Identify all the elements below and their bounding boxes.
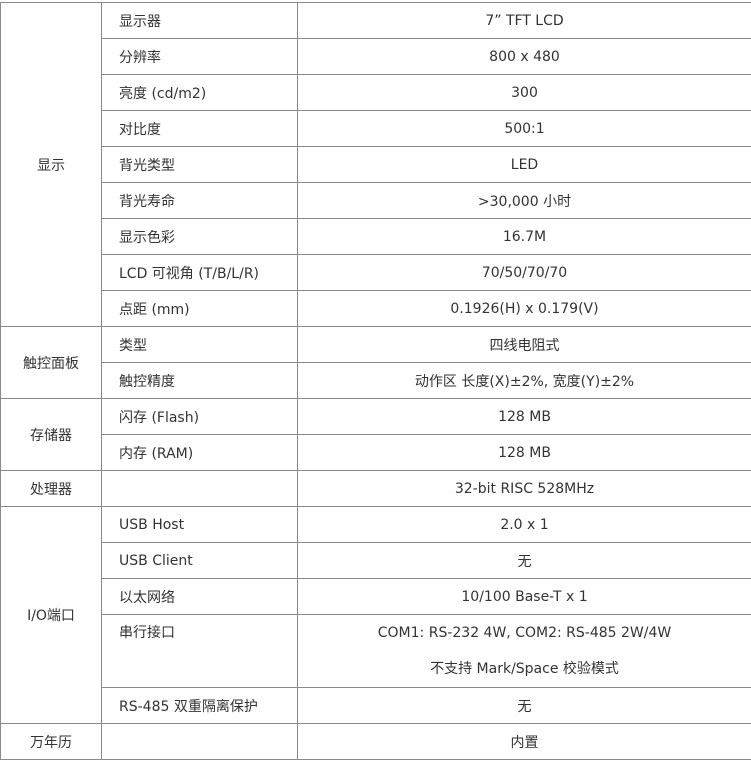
spec-name-cell: RS-485 双重隔离保护	[102, 688, 298, 724]
spec-value-cell: 10/100 Base-T x 1	[298, 579, 751, 615]
spec-name-cell: 亮度 (cd/m2)	[102, 75, 298, 111]
table-row: 万年历 内置	[1, 724, 751, 760]
spec-value-cell: 7” TFT LCD	[298, 3, 751, 39]
spec-name-cell	[102, 471, 298, 507]
table-row: RS-485 双重隔离保护无	[1, 688, 751, 724]
category-cell: 存储器	[1, 399, 102, 471]
spec-name-cell: 对比度	[102, 111, 298, 147]
table-row: 点距 (mm)0.1926(H) x 0.179(V)	[1, 291, 751, 327]
spec-value-cell: >30,000 小时	[298, 183, 751, 219]
spec-name-cell: 串行接口	[102, 615, 298, 688]
category-cell: 显示	[1, 3, 102, 327]
spec-name-cell: USB Host	[102, 507, 298, 543]
table-row: 亮度 (cd/m2)300	[1, 75, 751, 111]
spec-name-cell: 类型	[102, 327, 298, 363]
table-row: 存储器闪存 (Flash)128 MB	[1, 399, 751, 435]
spec-value-cell: 2.0 x 1	[298, 507, 751, 543]
spec-value-cell: 0.1926(H) x 0.179(V)	[298, 291, 751, 327]
spec-name: 串行接口	[119, 615, 297, 651]
spec-value-cell: 四线电阻式	[298, 327, 751, 363]
spec-value-cell: 800 x 480	[298, 39, 751, 75]
spec-name-cell	[102, 724, 298, 760]
spec-name-cell: 背光寿命	[102, 183, 298, 219]
category-cell: 触控面板	[1, 327, 102, 399]
spec-value-cell: 动作区 长度(X)±2%, 宽度(Y)±2%	[298, 363, 751, 399]
spec-name-cell: 触控精度	[102, 363, 298, 399]
spec-value-cell: 128 MB	[298, 435, 751, 471]
spec-name-cell: 以太网络	[102, 579, 298, 615]
table-row: 触控精度动作区 长度(X)±2%, 宽度(Y)±2%	[1, 363, 751, 399]
table-row: 触控面板类型四线电阻式	[1, 327, 751, 363]
spec-value-cell: 500:1	[298, 111, 751, 147]
spec-value-cell: 无	[298, 543, 751, 579]
spec-name-cell: 分辨率	[102, 39, 298, 75]
spec-value-cell: LED	[298, 147, 751, 183]
category-cell: 处理器	[1, 471, 102, 507]
spec-name-cell: 内存 (RAM)	[102, 435, 298, 471]
spec-name-cell: 闪存 (Flash)	[102, 399, 298, 435]
spec-value-line: COM1: RS-232 4W, COM2: RS-485 2W/4W	[298, 615, 751, 651]
spec-name-cell: 点距 (mm)	[102, 291, 298, 327]
spec-value-cell: 128 MB	[298, 399, 751, 435]
spec-name-cell: USB Client	[102, 543, 298, 579]
category-cell: I/O端口	[1, 507, 102, 724]
spec-name-cell: 背光类型	[102, 147, 298, 183]
spec-value-cell: 内置	[298, 724, 751, 760]
table-row: 处理器 32-bit RISC 528MHz	[1, 471, 751, 507]
spec-value-cell: 32-bit RISC 528MHz	[298, 471, 751, 507]
spec-value-cell: 16.7M	[298, 219, 751, 255]
table-row: 背光寿命>30,000 小时	[1, 183, 751, 219]
spec-name-cell: 显示色彩	[102, 219, 298, 255]
spec-value-cell: 300	[298, 75, 751, 111]
spec-name-cell: LCD 可视角 (T/B/L/R)	[102, 255, 298, 291]
table-row: LCD 可视角 (T/B/L/R)70/50/70/70	[1, 255, 751, 291]
spec-value-cell: 无	[298, 688, 751, 724]
table-row: 内存 (RAM)128 MB	[1, 435, 751, 471]
spec-value-line: 不支持 Mark/Space 校验模式	[298, 651, 751, 687]
spec-value-cell: 70/50/70/70	[298, 255, 751, 291]
spec-name-cell: 显示器	[102, 3, 298, 39]
category-cell: 万年历	[1, 724, 102, 760]
